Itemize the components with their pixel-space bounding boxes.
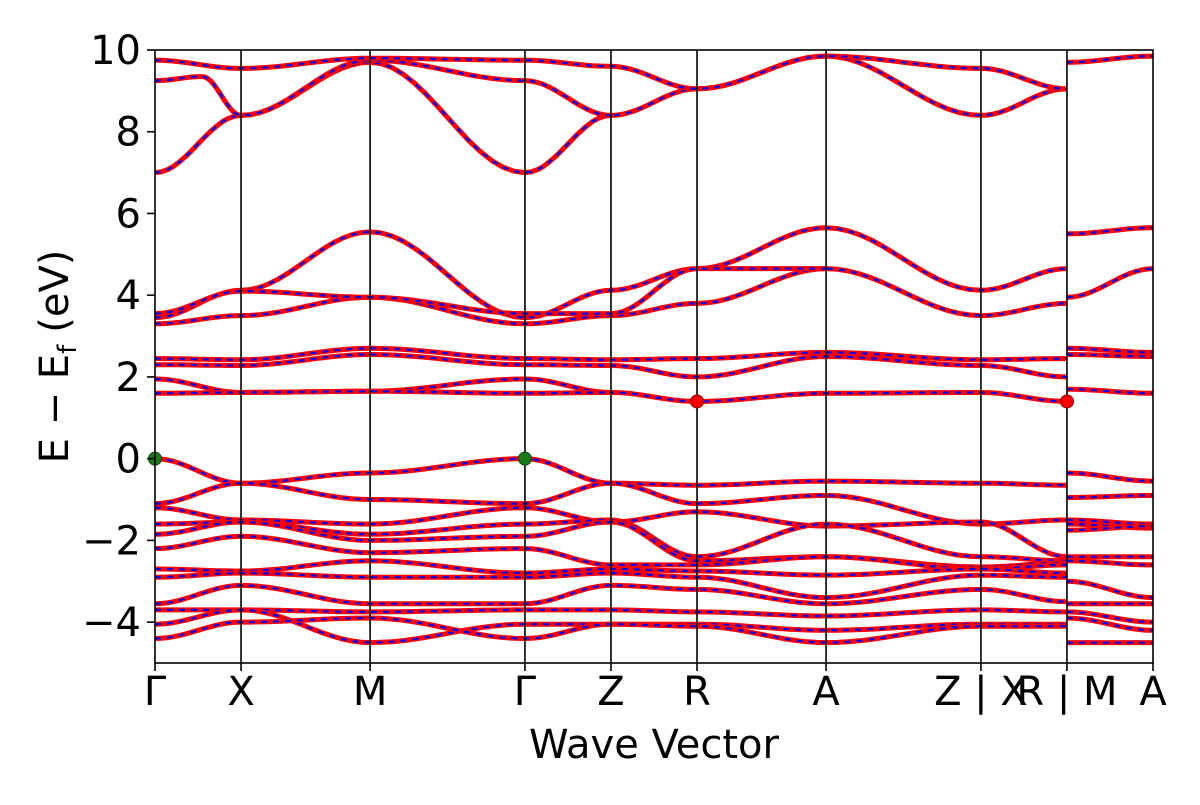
band-12-part-1-blue	[1067, 518, 1154, 526]
x-tick-label-5: R	[683, 669, 711, 715]
band-19-part-1-blue	[1066, 610, 1154, 624]
band-20-part-0-blue	[154, 608, 1067, 644]
bands-layer	[154, 53, 1154, 646]
band-17-part-1-red	[1066, 578, 1154, 601]
band-9-part-0-blue	[155, 390, 611, 395]
x-tick-label-1: X	[227, 669, 254, 715]
plot-frame	[154, 49, 1154, 664]
y-tick-label-5: 0	[116, 437, 141, 483]
band-14-part-1-blue	[1066, 525, 1153, 532]
band-7-part-1-blue	[1067, 353, 1153, 358]
y-tick-label-7: −4	[82, 600, 141, 646]
x-tick-label-8: R | M	[1016, 669, 1117, 715]
y-tick-label-2: 6	[116, 191, 141, 237]
band-4-part-1-blue	[1066, 267, 1154, 299]
y-tick-label-6: −2	[82, 518, 141, 564]
band-10-part-0-blue	[154, 457, 1067, 487]
y-tick-label-4: 2	[116, 355, 141, 401]
y-axis-title: E − Ef (eV)	[32, 250, 83, 464]
y-tick-label-0: 10	[90, 28, 141, 74]
band-11-part-1-blue	[1067, 494, 1154, 499]
band-16-part-1-blue	[1066, 559, 1153, 566]
band-20-part-1-blue	[1066, 616, 1154, 632]
y-axis-title-unit: (eV)	[32, 250, 78, 333]
kpoint-lines	[240, 50, 1068, 663]
band-13-part-1-blue	[1067, 523, 1153, 530]
x-tick-label-2: M	[353, 669, 388, 715]
band-10-part-1-blue	[1066, 471, 1154, 483]
vbm-marker-1	[517, 451, 532, 466]
x-tick-label-7: Z | X	[934, 669, 1028, 715]
x-axis-title: Wave Vector	[529, 722, 780, 768]
y-tick-label-1: 8	[116, 110, 141, 156]
y-ticks: 10 8 6 4 2 0 −2 −4	[82, 28, 155, 646]
band-17-part-1-blue	[1066, 580, 1154, 599]
x-tick-label-4: Z	[597, 669, 624, 715]
y-axis-title-main: E − E	[32, 354, 78, 464]
band-8-part-1-blue	[1067, 388, 1154, 395]
x-tick-label-6: A	[812, 669, 840, 715]
band-1-part-0-blue	[155, 59, 612, 117]
band-3-part-1-blue	[1066, 226, 1153, 235]
band-6-part-1-blue	[1066, 347, 1153, 354]
band-0-part-1-blue	[1066, 55, 1154, 64]
cbm-marker-1	[1059, 394, 1074, 409]
band-11-part-0-blue	[154, 482, 1067, 526]
cbm-marker-0	[690, 394, 705, 409]
band-18-part-0-blue	[154, 584, 1068, 605]
y-tick-label-3: 4	[116, 273, 141, 319]
x-tick-label-3: Γ	[514, 669, 537, 715]
x-ticks: Γ X M Γ Z R A Z | XR | M A	[144, 663, 1167, 715]
band-4-part-1-red	[1066, 266, 1154, 300]
x-tick-label-9: A	[1139, 669, 1167, 715]
x-tick-label-0: Γ	[144, 669, 167, 715]
y-axis-title-sub: f	[53, 344, 83, 354]
